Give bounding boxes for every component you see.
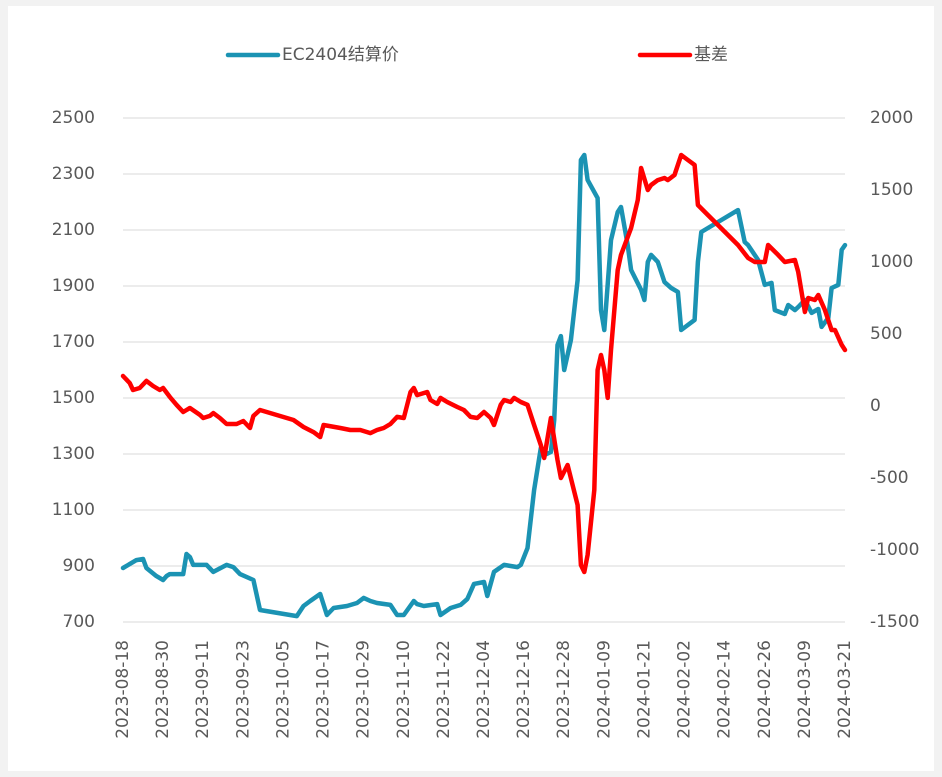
x-tick-label: 2023-12-28: [554, 640, 574, 739]
y-tick-label: 1900: [52, 276, 95, 296]
y2-tick-label: -1000: [870, 540, 919, 560]
x-tick-label: 2024-03-09: [795, 640, 815, 739]
x-tick-label: 2023-12-16: [514, 640, 534, 739]
y2-tick-label: 0: [870, 396, 881, 416]
y-tick-label: 2500: [52, 108, 95, 128]
x-tick-label: 2023-11-22: [434, 640, 454, 739]
y-tick-label: 2100: [52, 220, 95, 240]
x-tick-label: 2023-10-05: [273, 640, 293, 739]
y2-tick-label: -500: [870, 468, 909, 488]
series-line: [120, 152, 848, 575]
x-tick-label: 2023-09-11: [193, 640, 213, 739]
y-tick-label: 1500: [52, 388, 95, 408]
x-tick-label: 2023-12-04: [474, 640, 494, 739]
y-tick-label: 2300: [52, 164, 95, 184]
y2-tick-label: 1500: [870, 180, 913, 200]
y-tick-label: 700: [63, 612, 95, 632]
y-tick-label: 1100: [52, 500, 95, 520]
legend-label: 基差: [694, 45, 728, 65]
x-tick-label: 2023-10-29: [354, 640, 374, 739]
y-tick-label: 1700: [52, 332, 95, 352]
x-tick-label: 2024-02-14: [715, 640, 735, 739]
x-tick-label: 2024-01-21: [634, 640, 654, 739]
y-tick-label: 1300: [52, 444, 95, 464]
y2-tick-label: 2000: [870, 108, 913, 128]
y-tick-label: 900: [63, 556, 95, 576]
x-tick-label: 2024-02-26: [755, 640, 775, 739]
x-tick-label: 2023-11-10: [394, 640, 414, 739]
legend-label: EC2404结算价: [282, 45, 399, 65]
y2-tick-label: -1500: [870, 612, 919, 632]
x-tick-label: 2024-01-09: [594, 640, 614, 739]
x-tick-label: 2023-08-18: [113, 640, 133, 739]
y2-tick-label: 1000: [870, 252, 913, 272]
x-tick-label: 2024-03-21: [835, 640, 855, 739]
y2-tick-label: 500: [870, 324, 902, 344]
x-tick-label: 2024-02-02: [675, 640, 695, 739]
x-tick-label: 2023-09-23: [233, 640, 253, 739]
x-tick-label: 2023-08-30: [153, 640, 173, 739]
x-tick-label: 2023-10-17: [314, 640, 334, 739]
